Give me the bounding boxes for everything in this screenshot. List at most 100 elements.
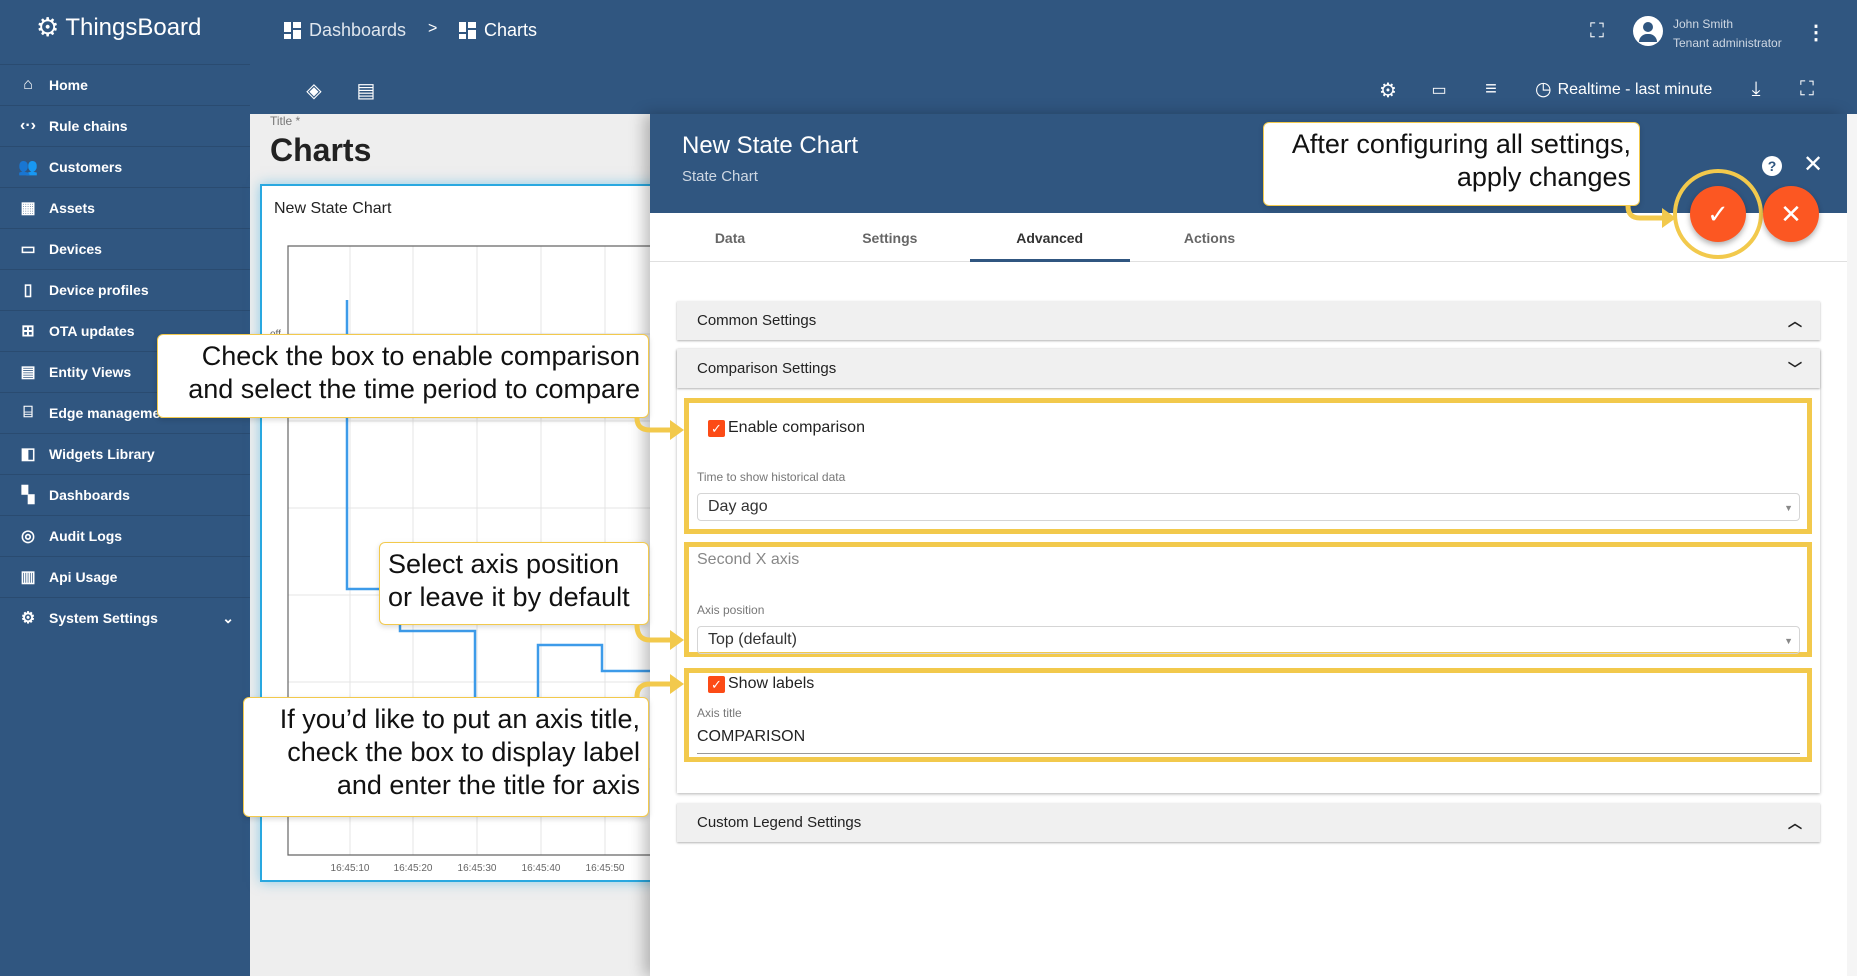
sidebar-item-assets[interactable]: ▦ Assets bbox=[0, 187, 250, 228]
rule-chains-icon: ‹·› bbox=[20, 117, 36, 134]
arrowhead bbox=[670, 674, 684, 694]
widgets-icon: ◧ bbox=[20, 446, 36, 463]
clock-icon: ◷ bbox=[1535, 79, 1552, 100]
section-title: Common Settings bbox=[697, 312, 817, 329]
layout-icon[interactable]: ▤ bbox=[356, 80, 376, 102]
title-label: Title * bbox=[270, 114, 301, 128]
comparison-settings-panel bbox=[677, 349, 1820, 793]
callout-axis-position: Select axis position or leave it by defa… bbox=[379, 542, 649, 625]
dashboard-icon bbox=[459, 22, 476, 39]
highlight-box bbox=[684, 398, 1812, 534]
time-select[interactable]: Day ago ▼ bbox=[697, 493, 1800, 521]
sidebar-item-label: OTA updates bbox=[49, 323, 135, 339]
enable-comparison-checkbox[interactable]: ✓ bbox=[708, 420, 725, 437]
sidebar-item-api-usage[interactable]: ▥ Api Usage bbox=[0, 556, 250, 597]
sidebar-item-ota-updates[interactable]: ⊞ OTA updates bbox=[0, 310, 250, 351]
comparison-settings-header[interactable]: Comparison Settings ﹀ bbox=[677, 349, 1820, 388]
sidebar-item-entity-views[interactable]: ▤ Entity Views bbox=[0, 351, 250, 392]
logo[interactable]: ⚙ ThingsBoard bbox=[36, 12, 201, 43]
highlight-box bbox=[684, 668, 1812, 762]
sidebar-item-label: Edge management bbox=[49, 405, 174, 421]
axis-title-input[interactable]: COMPARISON bbox=[697, 728, 1800, 754]
sidebar-item-label: Device profiles bbox=[49, 282, 149, 298]
axis-title-label: Axis title bbox=[697, 706, 742, 720]
sidebar-item-device-profiles[interactable]: ▯ Device profiles bbox=[0, 269, 250, 310]
dashboards-icon: ▚ bbox=[21, 487, 35, 504]
select-value: Day ago bbox=[708, 498, 768, 515]
check-icon: ✓ bbox=[1707, 198, 1729, 229]
more-vert-icon[interactable]: ⋮ bbox=[1806, 22, 1826, 44]
panel-subtitle: State Chart bbox=[682, 168, 758, 185]
sidebar-item-widgets-library[interactable]: ◧ Widgets Library bbox=[0, 433, 250, 474]
filter-icon[interactable]: ≡ bbox=[1485, 78, 1497, 100]
arrowhead bbox=[670, 630, 684, 650]
home-icon: ⌂ bbox=[23, 76, 33, 93]
show-labels-checkbox[interactable]: ✓ bbox=[708, 676, 725, 693]
arrow-1 bbox=[634, 417, 676, 433]
sidebar-item-edge-management[interactable]: ⌸ Edge management bbox=[0, 392, 250, 433]
audit-logs-icon: ◎ bbox=[21, 528, 35, 545]
sidebar-item-rule-chains[interactable]: ‹·› Rule chains bbox=[0, 105, 250, 146]
devices-layout-icon[interactable]: ▭ bbox=[1431, 82, 1447, 99]
chevron-up-icon: ︿ bbox=[1788, 814, 1802, 831]
x-tick-label: 16:45:40 bbox=[522, 863, 561, 874]
download-icon[interactable]: ⤓ bbox=[1751, 78, 1761, 100]
chevron-up-icon: ︿ bbox=[1788, 312, 1802, 329]
app-name: ThingsBoard bbox=[65, 13, 202, 41]
highlight-box bbox=[684, 542, 1812, 657]
x-tick-label: 16:45:50 bbox=[586, 863, 625, 874]
tab-actions[interactable]: Actions bbox=[1183, 229, 1236, 246]
cancel-button[interactable]: ✕ bbox=[1763, 186, 1819, 242]
gear-icon[interactable]: ⚙ bbox=[1379, 80, 1397, 102]
sidebar-item-system-settings[interactable]: ⚙ System Settings ⌄ bbox=[0, 597, 250, 638]
arrow-3 bbox=[634, 681, 676, 698]
breadcrumb-separator: > bbox=[428, 20, 438, 37]
dashboard-title[interactable]: Charts bbox=[270, 132, 372, 168]
apply-button[interactable]: ✓ bbox=[1690, 186, 1746, 242]
x-tick-label: 16:45:30 bbox=[458, 863, 497, 874]
timewindow-button[interactable]: ◷ Realtime - last minute bbox=[1535, 78, 1712, 101]
sidebar-item-label: Dashboards bbox=[49, 487, 130, 503]
breadcrumb-dashboards[interactable]: Dashboards bbox=[284, 20, 406, 41]
tab-data[interactable]: Data bbox=[714, 229, 746, 246]
callout-axis-title: If you’d like to put an axis title, chec… bbox=[243, 697, 649, 817]
arrowhead bbox=[670, 420, 684, 440]
arrow-4 bbox=[1625, 205, 1668, 221]
sidebar-item-dashboards[interactable]: ▚ Dashboards bbox=[0, 474, 250, 515]
sidebar-item-label: Devices bbox=[49, 241, 102, 257]
sidebar-item-label: Audit Logs bbox=[49, 528, 123, 544]
breadcrumb-charts[interactable]: Charts bbox=[459, 20, 537, 41]
user-info[interactable]: John Smith Tenant administrator bbox=[1673, 15, 1782, 53]
common-settings-header[interactable]: Common Settings ︿ bbox=[677, 301, 1820, 340]
thingsboard-logo-icon: ⚙ bbox=[36, 12, 60, 42]
breadcrumb-label: Charts bbox=[484, 20, 538, 40]
axis-position-select[interactable]: Top (default) ▼ bbox=[697, 626, 1800, 654]
entity-views-icon: ▤ bbox=[20, 364, 36, 381]
chevron-down-icon[interactable]: ⌄ bbox=[222, 609, 234, 626]
widget-title: New State Chart bbox=[274, 200, 392, 217]
select-value: Top (default) bbox=[708, 631, 797, 648]
fullscreen-icon[interactable]: ⛶ bbox=[1800, 78, 1814, 100]
fullscreen-icon[interactable]: ⛶ bbox=[1590, 20, 1604, 42]
custom-legend-settings-header[interactable]: Custom Legend Settings ︿ bbox=[677, 803, 1820, 842]
sidebar-item-audit-logs[interactable]: ◎ Audit Logs bbox=[0, 515, 250, 556]
assets-icon: ▦ bbox=[20, 200, 36, 217]
close-icon[interactable]: ✕ bbox=[1803, 151, 1824, 178]
arrow-2 bbox=[634, 624, 676, 643]
dropdown-arrow-icon: ▼ bbox=[1784, 503, 1793, 513]
sidebar-item-customers[interactable]: 👥 Customers bbox=[0, 146, 250, 187]
help-icon[interactable]: ? bbox=[1762, 156, 1782, 176]
tab-advanced[interactable]: Advanced bbox=[1016, 229, 1084, 246]
section-title: Comparison Settings bbox=[697, 360, 837, 377]
avatar[interactable] bbox=[1633, 16, 1663, 46]
devices-icon: ▭ bbox=[20, 241, 36, 258]
scrollbar[interactable] bbox=[1847, 114, 1857, 976]
close-icon: ✕ bbox=[1780, 198, 1802, 229]
sidebar-item-home[interactable]: ⌂ Home bbox=[0, 64, 250, 105]
dashboards-icon bbox=[284, 22, 301, 39]
tab-settings[interactable]: Settings bbox=[862, 229, 918, 246]
sidebar-item-label: Widgets Library bbox=[49, 446, 155, 462]
layers-icon[interactable]: ◈ bbox=[306, 80, 322, 102]
timewindow-label: Realtime - last minute bbox=[1557, 80, 1713, 98]
sidebar-item-devices[interactable]: ▭ Devices bbox=[0, 228, 250, 269]
